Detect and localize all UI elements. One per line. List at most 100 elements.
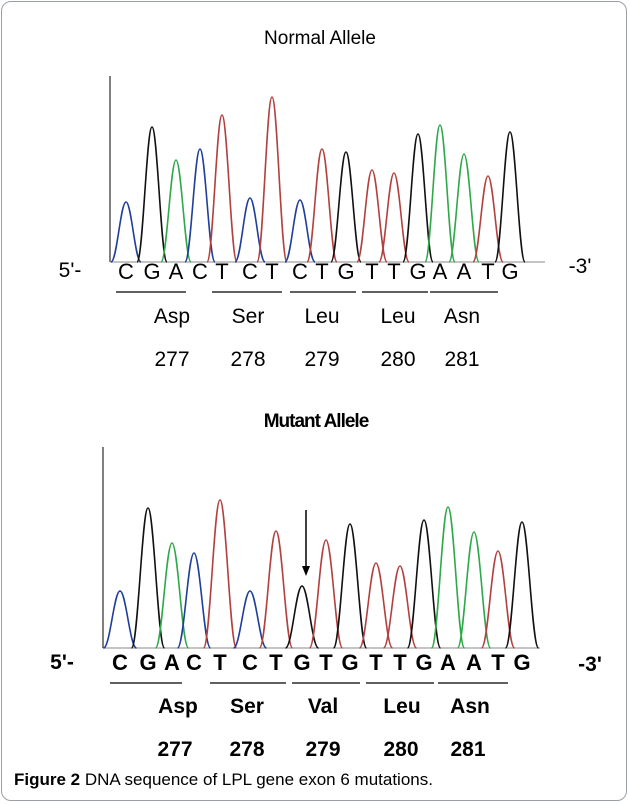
trace-peak: [332, 523, 368, 649]
trace-peak: [154, 542, 190, 649]
trace-peak: [448, 153, 480, 263]
base-call: T: [265, 259, 278, 284]
trace-peak: [456, 531, 492, 649]
mutation-arrow: [302, 510, 310, 576]
base-call: C: [292, 259, 308, 284]
base-call: T: [481, 259, 494, 284]
residue-number: 280: [380, 348, 415, 371]
base-call: G: [409, 259, 426, 284]
mutant-3prime-label: -3': [578, 653, 602, 676]
base-call: G: [341, 650, 358, 675]
base-call: T: [393, 650, 407, 675]
base-call: A: [457, 259, 472, 284]
base-call: T: [491, 650, 505, 675]
trace-peak: [184, 148, 216, 263]
base-call: T: [387, 259, 400, 284]
base-call: C: [186, 650, 202, 675]
base-call: C: [242, 650, 258, 675]
trace-peak: [202, 499, 238, 649]
base-call: A: [433, 259, 448, 284]
mutant-allele-title: Mutant Allele: [264, 411, 369, 432]
trace-peak: [110, 201, 142, 263]
trace-peak: [160, 159, 192, 263]
trace-peak: [136, 126, 168, 263]
base-call: G: [337, 259, 354, 284]
trace-peak: [402, 133, 434, 263]
trace-peak: [480, 550, 516, 649]
mutant-5prime-label: 5'-: [50, 651, 74, 674]
base-call: A: [164, 650, 180, 675]
trace-peak: [232, 590, 268, 649]
trace-peak: [358, 562, 394, 649]
base-call: C: [192, 259, 208, 284]
residue-number: 277: [154, 348, 189, 371]
residue-number: 281: [444, 348, 479, 371]
base-call: G: [293, 650, 310, 675]
trace-peak: [234, 197, 266, 263]
trace-peak: [378, 172, 410, 263]
amino-acid-label: Leu: [383, 695, 420, 718]
base-call: T: [365, 259, 378, 284]
normal-allele-title: Normal Allele: [264, 28, 376, 49]
trace-peak: [206, 114, 238, 263]
base-call: G: [143, 259, 160, 284]
trace-peak: [424, 124, 456, 263]
base-call: A: [169, 259, 184, 284]
trace-peak: [406, 519, 442, 649]
caption-label: Figure 2: [14, 770, 81, 789]
base-call: T: [369, 650, 383, 675]
residue-number: 279: [304, 348, 339, 371]
base-call: C: [112, 650, 128, 675]
trace-peak: [504, 521, 540, 649]
figure-caption: Figure 2 DNA sequence of LPL gene exon 6…: [14, 770, 433, 790]
residue-number: 278: [230, 348, 265, 371]
base-call: T: [315, 259, 328, 284]
base-call: T: [213, 650, 227, 675]
mutant-codon-annotations: Asp 277 Ser 278 Val 279 Leu 280 Asn 281: [110, 682, 508, 761]
trace-peak: [176, 552, 212, 649]
trace-peak: [494, 131, 526, 263]
residue-number: 281: [450, 738, 485, 761]
amino-acid-label: Asp: [158, 695, 198, 718]
base-call: G: [513, 650, 530, 675]
trace-peak: [308, 539, 344, 649]
residue-number: 280: [383, 738, 418, 761]
residue-number: 279: [305, 738, 340, 761]
amino-acid-label: Leu: [304, 305, 339, 328]
amino-acid-label: Ser: [232, 305, 265, 328]
base-call: A: [440, 650, 456, 675]
amino-acid-label: Asn: [450, 695, 490, 718]
amino-acid-label: Val: [308, 695, 338, 718]
base-call: T: [215, 259, 228, 284]
base-call: G: [139, 650, 156, 675]
amino-acid-label: Leu: [380, 305, 415, 328]
residue-number: 278: [229, 738, 264, 761]
base-call: C: [118, 259, 134, 284]
mutant-trace-peaks: [102, 499, 540, 649]
normal-codon-annotations: Asp 277 Ser 278 Leu 279 Leu 280 Asn 281: [116, 291, 498, 371]
trace-peak: [258, 530, 294, 649]
trace-peak: [256, 96, 288, 263]
trace-peak: [330, 151, 362, 263]
base-call: T: [269, 650, 283, 675]
base-call: G: [501, 259, 518, 284]
caption-text: DNA sequence of LPL gene exon 6 mutation…: [84, 770, 433, 789]
trace-peak: [430, 506, 466, 649]
base-call: A: [466, 650, 482, 675]
trace-peak: [356, 169, 388, 263]
base-call: T: [319, 650, 333, 675]
residue-number: 277: [157, 738, 192, 761]
trace-peak: [130, 507, 166, 649]
normal-3prime-label: -3': [569, 255, 592, 278]
base-call: C: [242, 259, 258, 284]
amino-acid-label: Asp: [154, 305, 190, 328]
normal-5prime-label: 5'-: [59, 259, 82, 282]
trace-peak: [102, 590, 138, 649]
normal-trace-peaks: [110, 96, 526, 263]
